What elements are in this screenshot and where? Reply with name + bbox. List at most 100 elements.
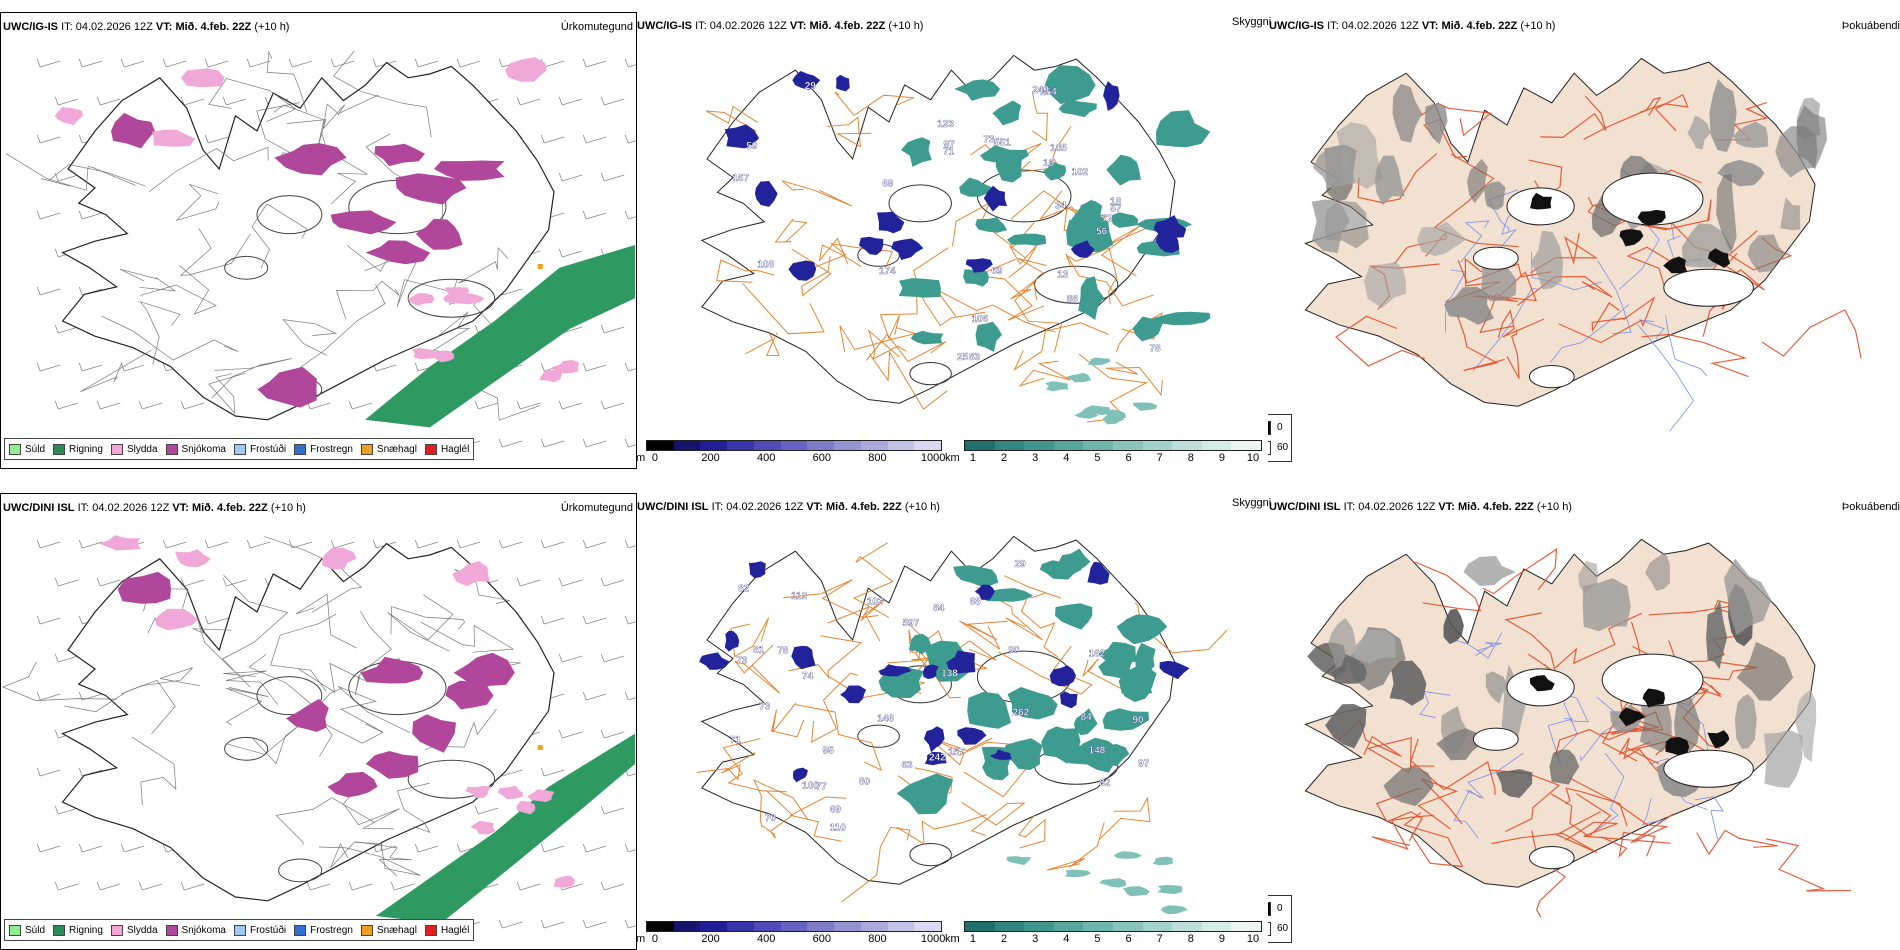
wind-barb [138,400,163,410]
road-line [1417,778,1463,830]
precip-map [2,535,636,929]
legend-swatch [9,443,21,455]
terrain-area [983,185,1007,212]
colorbar-step [1142,922,1173,931]
wind-barb [204,615,229,625]
low-visibility-area [1132,402,1158,411]
visibility-value-label: 103 [867,597,884,608]
wind-barb [582,438,607,448]
snow-pellet-spot [537,264,543,269]
road-line [1082,658,1130,694]
wind-barb [624,134,636,144]
wind-barb [624,438,636,448]
river-line [1550,304,1630,363]
road-line [101,315,239,361]
visibility-value-label: 13 [1057,270,1069,281]
low-visibility-area [959,177,992,197]
road-line [730,617,770,658]
road-line [5,153,136,191]
road-line [811,672,858,743]
wind-barb [120,58,145,68]
visibility-value-label: 90 [1132,715,1144,726]
legend-label: Rigning [69,443,103,455]
road-line [1414,561,1482,612]
legend-swatch [110,443,123,455]
colorbar-step [860,441,888,450]
fog-index-area [1780,197,1801,231]
road-line [781,180,853,207]
visibility-value-label: 73 [736,655,748,666]
visibility-value-label: 108 [757,260,774,271]
fog-index-area [1441,706,1469,754]
snow-area [365,240,431,265]
river-line [1695,796,1724,840]
road-line [275,797,376,846]
glacier-outline [407,759,496,799]
road-line [722,738,787,793]
glacier-outline [1528,365,1575,389]
fog-index-high [1619,229,1644,247]
wind-barb [180,881,205,891]
snow-area [374,143,425,167]
wind-barb [36,286,61,296]
wind-barb [540,767,565,777]
legend-label: Frostúði [249,443,287,455]
colorbar-step [673,922,701,931]
terrain-area [836,74,850,92]
road-line [1761,309,1862,359]
sleet-area [527,789,555,803]
legend-item: Snjókoma [165,443,226,455]
wind-barb [54,653,79,663]
terrain-area [792,71,821,90]
wind-barb [180,577,205,587]
terrain-area [1087,561,1110,585]
iceland-coastline [1304,57,1816,407]
wind-barb [456,539,481,549]
visibility-value-label: 105 [1050,143,1067,154]
legend-swatch [53,924,66,936]
colorbar-step [887,922,915,931]
visibility-map: 90 73 81 68 63 97 110 262 157 82 112 73 69 100 90 95 70 8… [696,535,1228,915]
wind-barb [348,881,373,891]
wind-barb [582,615,607,625]
fog-index-area [1582,578,1631,632]
colorbar-step [807,922,835,931]
low-visibility-area [1113,851,1142,859]
wind-barb [624,691,636,701]
low-visibility-area [963,269,989,287]
fog-index-area [1496,769,1533,798]
road-line [270,613,337,692]
road-line [1067,247,1118,305]
road-line [330,841,383,869]
road-line [791,248,832,297]
visibility-value-label: 18 [1110,197,1122,208]
river-line [1472,288,1538,372]
snow-pellet-spot [537,745,543,750]
fog-index-high [1530,192,1552,210]
road-line [827,116,872,148]
colorbar-step [1083,922,1113,931]
road-line [1018,814,1046,849]
sleet-area [322,547,357,570]
road-line [295,593,357,649]
low-visibility-area [898,278,941,298]
colorbar-tick-label: 5 [1094,933,1101,945]
wind-barb [246,539,271,549]
low-visibility-area [975,217,1008,233]
visibility-value-label: 74 [802,671,814,682]
sleet-area [516,800,536,815]
road-line [227,724,301,765]
fog-index-area [1354,629,1396,664]
legend-swatch [9,924,21,936]
low-visibility-area [1004,738,1043,770]
road-line [774,218,808,243]
colorbar-tick-label: 1 [969,933,976,945]
terrain-area [1155,227,1180,253]
colorbar-tick-label: 600 [812,452,831,464]
legend-swatch [233,924,246,936]
glacier-outline [857,724,900,748]
colorbar-step [1083,441,1113,450]
wind-barb [582,210,607,220]
legend-label: Súld [25,924,46,936]
